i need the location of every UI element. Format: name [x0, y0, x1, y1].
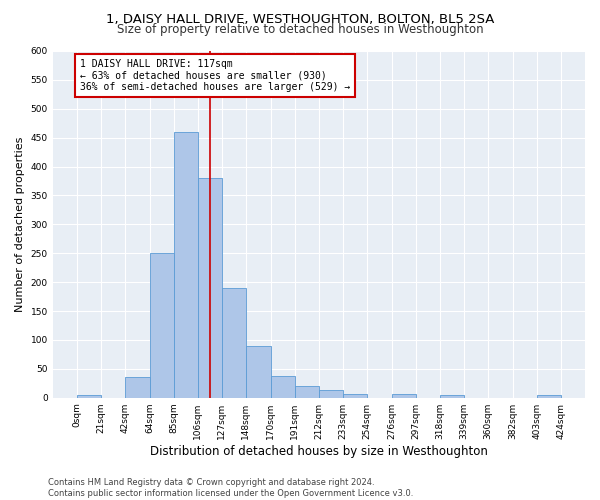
Bar [392, 394, 416, 398]
Bar [150, 253, 174, 398]
Text: 1, DAISY HALL DRIVE, WESTHOUGHTON, BOLTON, BL5 2SA: 1, DAISY HALL DRIVE, WESTHOUGHTON, BOLTO… [106, 12, 494, 26]
Bar [343, 394, 367, 398]
Bar [77, 395, 101, 398]
Bar [246, 346, 271, 398]
Bar [198, 178, 222, 398]
Bar [440, 395, 464, 398]
X-axis label: Distribution of detached houses by size in Westhoughton: Distribution of detached houses by size … [150, 444, 488, 458]
Bar [222, 288, 246, 398]
Bar [537, 395, 561, 398]
Text: 1 DAISY HALL DRIVE: 117sqm
← 63% of detached houses are smaller (930)
36% of sem: 1 DAISY HALL DRIVE: 117sqm ← 63% of deta… [80, 58, 350, 92]
Bar [271, 376, 295, 398]
Bar [319, 390, 343, 398]
Bar [295, 386, 319, 398]
Bar [125, 378, 150, 398]
Y-axis label: Number of detached properties: Number of detached properties [15, 136, 25, 312]
Text: Size of property relative to detached houses in Westhoughton: Size of property relative to detached ho… [116, 22, 484, 36]
Text: Contains HM Land Registry data © Crown copyright and database right 2024.
Contai: Contains HM Land Registry data © Crown c… [48, 478, 413, 498]
Bar [174, 132, 198, 398]
